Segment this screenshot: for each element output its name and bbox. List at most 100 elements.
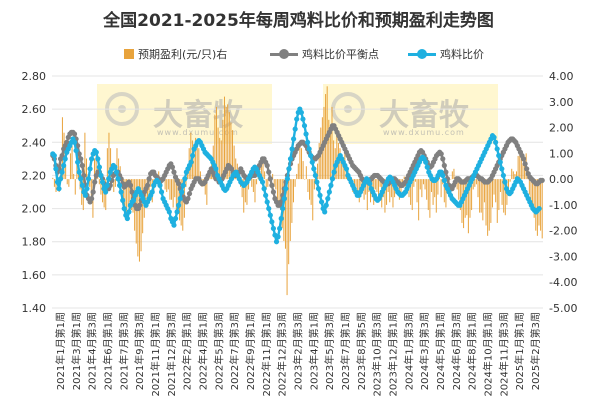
breakeven-point <box>443 169 449 175</box>
profit-bar <box>522 163 524 180</box>
ratio-point <box>78 176 84 182</box>
ratio-point <box>84 186 90 192</box>
x-tick-label: 2024年8月第1周 <box>466 312 479 390</box>
y-right-tick-label: -3.00 <box>549 250 577 263</box>
profit-bar <box>174 179 176 198</box>
ratio-point <box>57 176 64 182</box>
x-tick-label: 2023年7月第1周 <box>339 312 352 390</box>
profit-bar <box>541 179 543 239</box>
watermark-url: www.dxumu.com <box>157 128 239 137</box>
ratio-point <box>267 212 273 218</box>
ratio-point <box>291 136 297 142</box>
ratio-point <box>104 182 110 188</box>
ratio-point <box>440 172 446 179</box>
profit-bar <box>410 179 412 205</box>
x-tick-label: 2021年1月第1周 <box>54 312 67 390</box>
profit-bar <box>275 179 277 190</box>
profit-bar <box>333 140 335 180</box>
profit-bar <box>53 179 55 187</box>
ratio-point <box>158 189 165 195</box>
profit-bar <box>413 179 415 187</box>
profit-bar <box>440 179 442 198</box>
profit-bar <box>52 177 54 180</box>
breakeven-point <box>266 169 272 175</box>
x-tick-label: 2021年6月第1周 <box>101 312 114 390</box>
profit-bar <box>378 179 380 200</box>
breakeven-point <box>267 176 273 182</box>
profit-bar <box>445 179 447 208</box>
ratio-point <box>53 166 59 172</box>
y-right-tick-label: -2.00 <box>549 225 577 238</box>
breakeven-point <box>171 169 177 175</box>
x-tick-label: 2024年5月第1周 <box>434 312 447 390</box>
profit-bar <box>466 179 468 216</box>
ratio-point <box>213 166 219 172</box>
ratio-point <box>157 182 163 188</box>
profit-bar <box>456 179 458 190</box>
ratio-point <box>174 209 180 215</box>
ratio-point <box>283 186 289 192</box>
breakeven-point <box>185 196 191 202</box>
breakeven-point <box>64 139 70 145</box>
breakeven-point <box>144 182 151 188</box>
ratio-point <box>180 182 186 188</box>
profit-bar <box>219 137 221 180</box>
profit-bar <box>482 179 484 221</box>
profit-bar <box>422 179 424 185</box>
profit-bar <box>68 179 70 187</box>
breakeven-point <box>89 196 95 202</box>
breakeven-point <box>186 191 193 197</box>
ratio-point <box>79 182 85 188</box>
profit-bar <box>403 176 405 180</box>
profit-bar <box>74 179 76 195</box>
profit-bar <box>498 179 500 211</box>
profit-bar <box>483 179 485 203</box>
profit-bar <box>288 179 290 265</box>
ratio-point <box>75 159 81 165</box>
profit-bar <box>232 130 234 180</box>
breakeven-point <box>90 189 96 195</box>
profit-bar <box>167 179 169 190</box>
ratio-point <box>95 156 101 162</box>
profit-bar <box>530 179 532 205</box>
profit-bar <box>256 179 258 185</box>
profit-bar <box>142 179 144 234</box>
ratio-point <box>536 205 542 212</box>
ratio-point <box>424 164 430 170</box>
y-left-tick-label: 2.20 <box>22 169 47 182</box>
ratio-point <box>497 159 503 165</box>
breakeven-point <box>146 176 152 182</box>
x-tick-label: 2024年1月第3周 <box>402 312 415 390</box>
profit-bar <box>262 163 264 180</box>
ratio-point <box>179 189 185 195</box>
ratio-point <box>317 192 323 198</box>
ratio-point <box>93 149 99 155</box>
profit-bar <box>164 179 166 190</box>
ratio-point <box>121 205 127 212</box>
profit-bar <box>450 179 452 180</box>
profit-bar <box>411 179 413 211</box>
ratio-point <box>286 166 292 172</box>
profit-bar <box>532 179 534 211</box>
ratio-point <box>322 209 328 215</box>
profit-bar <box>517 155 519 180</box>
profit-bar <box>331 106 333 180</box>
profit-bar <box>342 158 344 180</box>
y-right-tick-label: 4.00 <box>549 70 574 83</box>
y-right-tick-label: 3.00 <box>549 96 574 109</box>
ratio-point <box>188 159 194 165</box>
ratio-point <box>493 139 499 145</box>
ratio-point <box>275 234 281 240</box>
ratio-point <box>115 176 121 182</box>
profit-bar <box>175 179 177 211</box>
profit-bar <box>135 179 137 244</box>
ratio-point <box>96 164 102 170</box>
profit-bar <box>491 179 493 208</box>
profit-bar <box>493 179 495 195</box>
legend-swatch-bar <box>124 49 134 59</box>
x-tick-label: 2022年5月第3周 <box>212 312 225 390</box>
profit-bar <box>389 179 391 203</box>
profit-bar <box>140 179 142 252</box>
profit-bar <box>137 179 139 257</box>
ratio-point <box>76 169 82 175</box>
